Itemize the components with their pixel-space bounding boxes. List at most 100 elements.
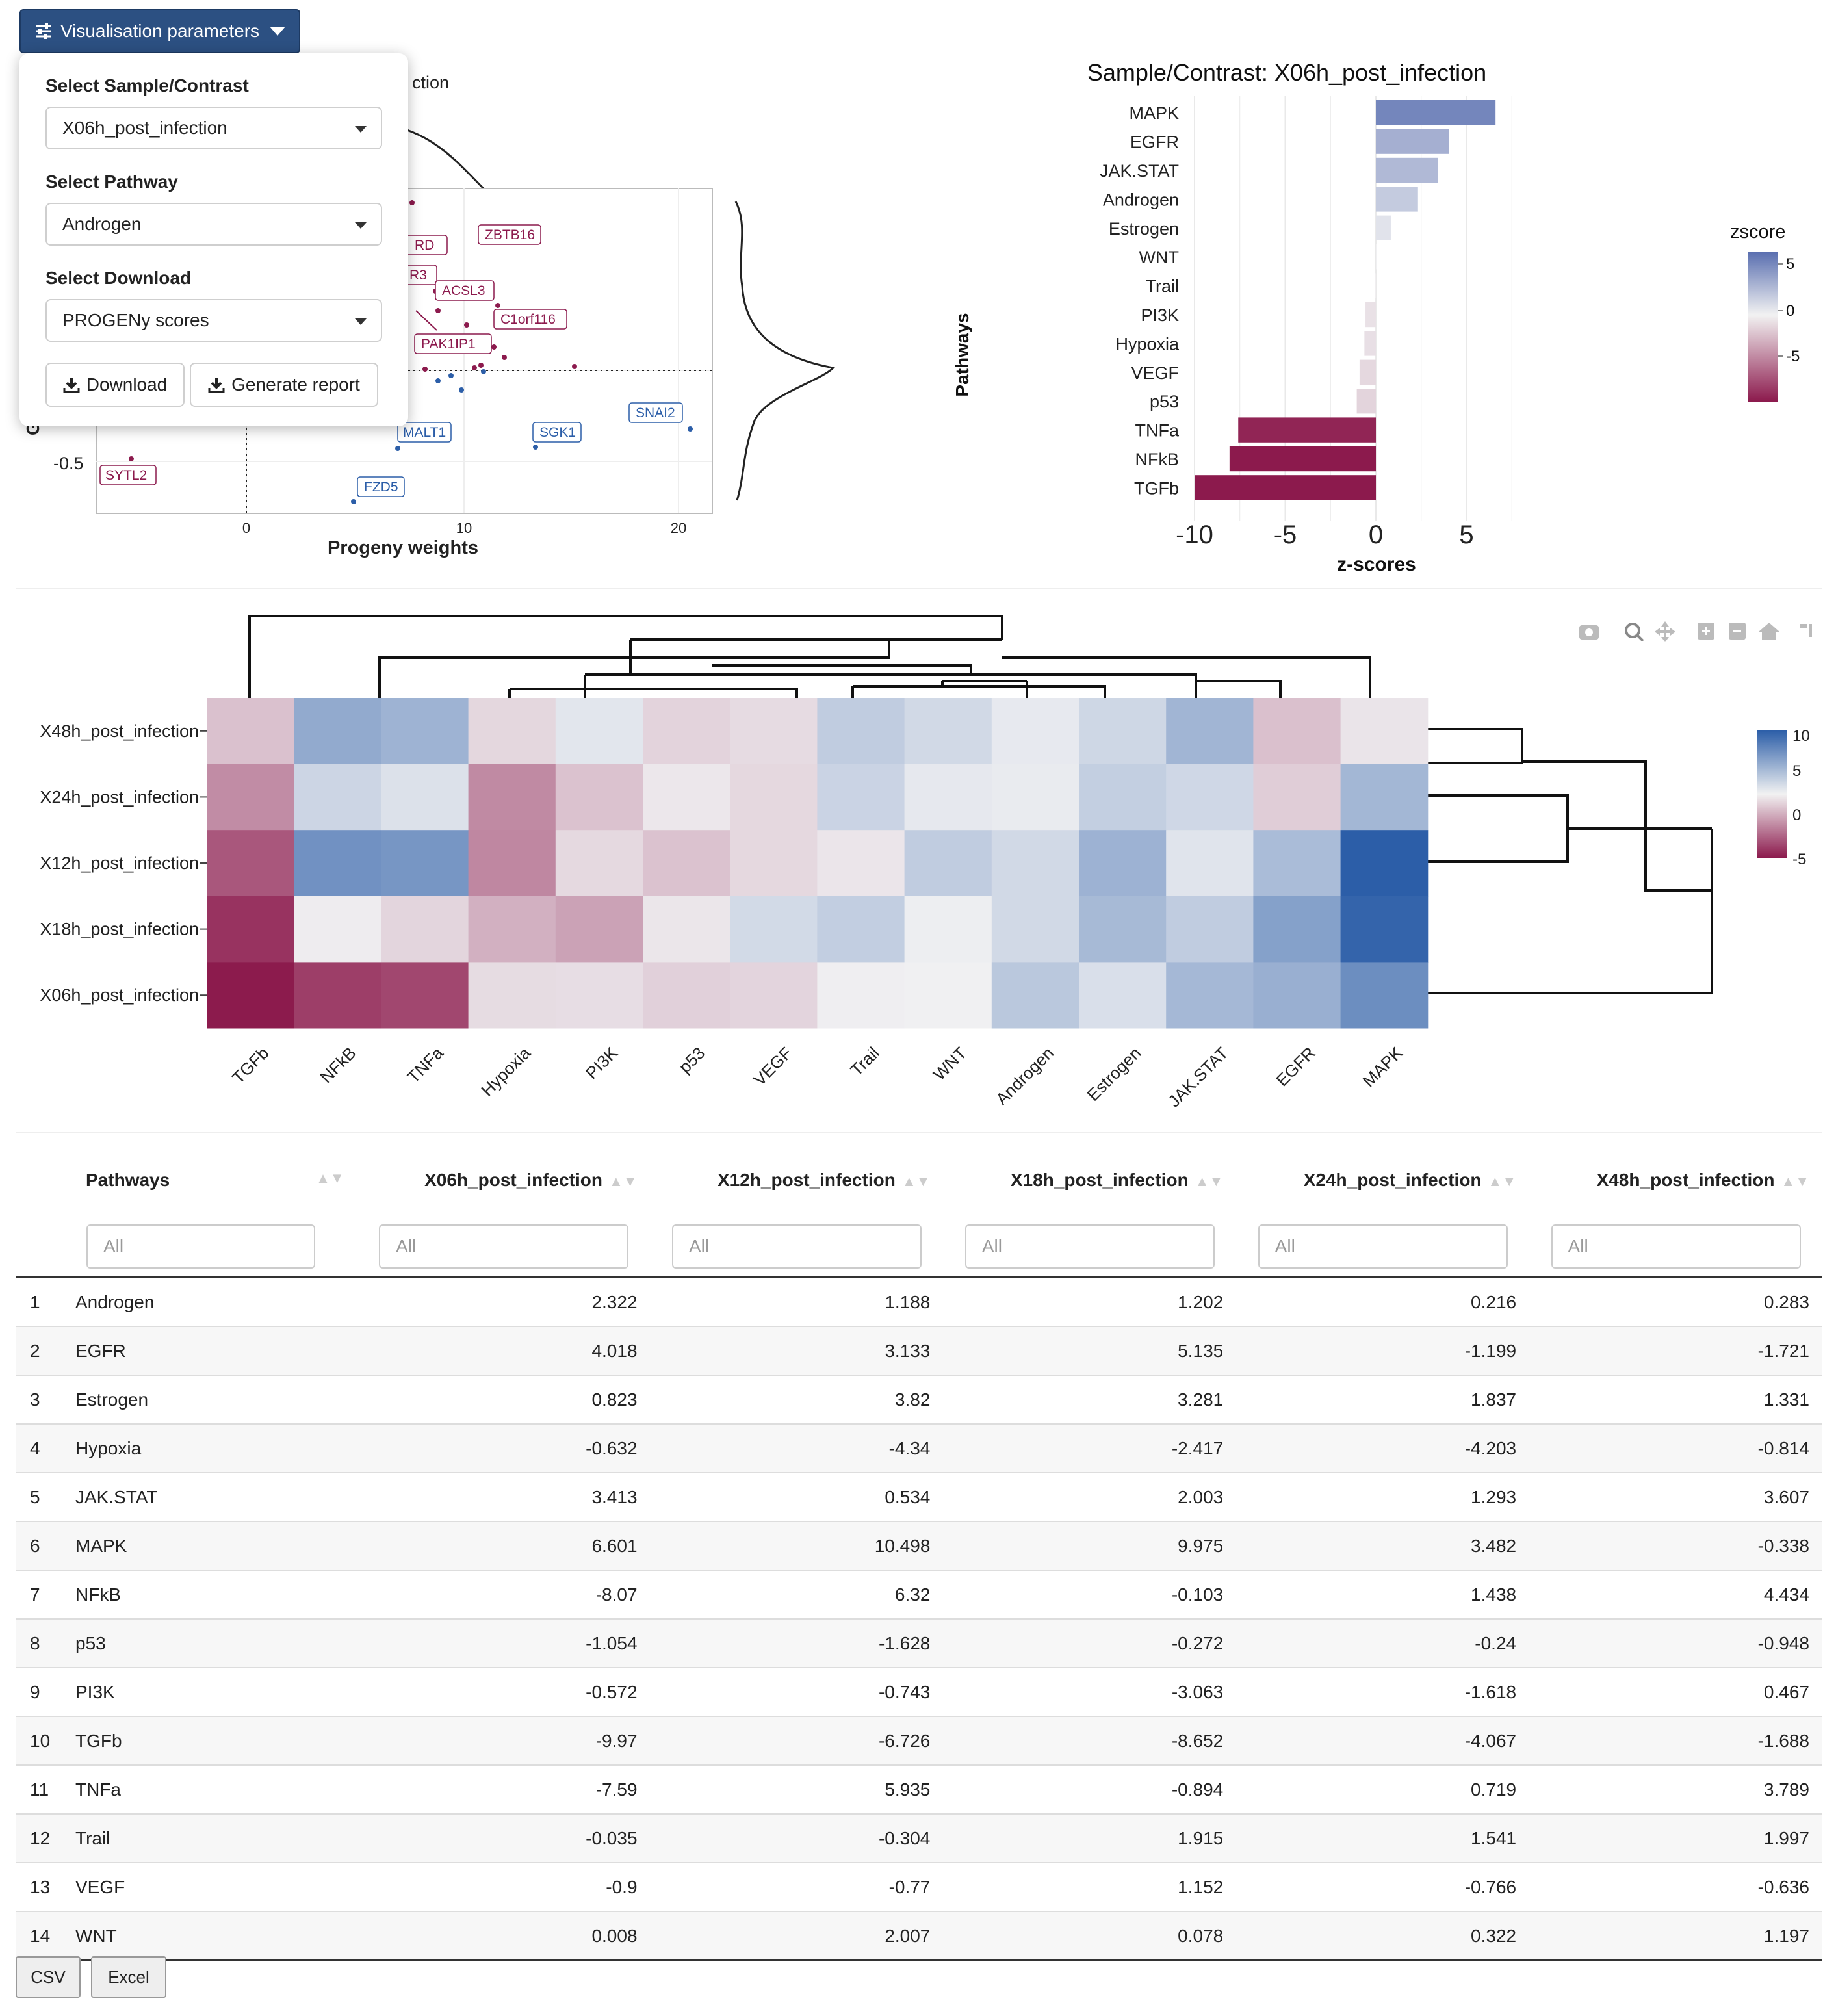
heatmap-cell[interactable] xyxy=(904,896,992,963)
heatmap-cell[interactable] xyxy=(1340,962,1429,1029)
table-row[interactable]: 11 TNFa -7.59 5.935 -0.894 0.719 3.789 xyxy=(16,1765,1822,1815)
filter-input-x12h[interactable]: All xyxy=(671,1224,922,1269)
table-row[interactable]: 2 EGFR 4.018 3.133 5.135 -1.199 -1.721 xyxy=(16,1326,1822,1376)
heatmap-cell[interactable] xyxy=(991,962,1080,1029)
table-row[interactable]: 4 Hypoxia -0.632 -4.34 -2.417 -4.203 -0.814 xyxy=(16,1424,1822,1473)
heatmap-cell[interactable] xyxy=(1253,962,1341,1029)
download-button[interactable]: Download xyxy=(45,363,185,407)
heatmap-cell[interactable] xyxy=(1079,830,1167,897)
sort-icon[interactable]: ▲▼ xyxy=(1488,1173,1517,1189)
filter-input-x18h[interactable]: All xyxy=(964,1224,1215,1269)
heatmap-cell[interactable] xyxy=(643,830,730,897)
heatmap-cell[interactable] xyxy=(817,698,905,765)
visualisation-parameters-button[interactable]: Visualisation parameters xyxy=(19,9,300,53)
heatmap-cell[interactable] xyxy=(991,764,1080,831)
hover-compare-icon[interactable] xyxy=(1800,624,1812,637)
heatmap-cell[interactable] xyxy=(1340,896,1429,963)
column-header-x12h[interactable]: X12h_post_infection ▲▼ xyxy=(651,1144,944,1217)
heatmap-cell[interactable] xyxy=(1253,896,1341,963)
heatmap-cell[interactable] xyxy=(468,698,556,765)
heatmap-cell[interactable] xyxy=(468,764,556,831)
filter-input-x24h[interactable]: All xyxy=(1258,1224,1508,1269)
download-select[interactable]: PROGENy scores xyxy=(45,299,382,342)
heatmap-cell[interactable] xyxy=(1166,896,1254,963)
heatmap-cell[interactable] xyxy=(817,962,905,1029)
heatmap-cell[interactable] xyxy=(294,896,381,963)
heatmap-cell[interactable] xyxy=(1340,764,1429,831)
heatmap-cell[interactable] xyxy=(1166,830,1254,897)
heatmap-cell[interactable] xyxy=(904,830,992,897)
heatmap-cell[interactable] xyxy=(643,698,730,765)
heatmap-cell[interactable] xyxy=(207,764,294,831)
table-row[interactable]: 1 Androgen 2.322 1.188 1.202 0.216 0.283 xyxy=(16,1277,1822,1327)
heatmap-cell[interactable] xyxy=(730,764,818,831)
table-row[interactable]: 12 Trail -0.035 -0.304 1.915 1.541 1.997 xyxy=(16,1814,1822,1863)
heatmap-cell[interactable] xyxy=(1079,764,1167,831)
heatmap-cell[interactable] xyxy=(991,830,1080,897)
column-header-x24h[interactable]: X24h_post_infection ▲▼ xyxy=(1236,1144,1529,1217)
heatmap-cell[interactable] xyxy=(1166,962,1254,1029)
heatmap-cell[interactable] xyxy=(555,896,643,963)
csv-export-button[interactable]: CSV xyxy=(16,1956,81,1998)
heatmap-cell[interactable] xyxy=(643,962,730,1029)
heatmap-cell[interactable] xyxy=(381,698,469,765)
pathway-select[interactable]: Androgen xyxy=(45,203,382,246)
heatmap-cell[interactable] xyxy=(555,962,643,1029)
heatmap-cell[interactable] xyxy=(730,698,818,765)
table-row[interactable]: 13 VEGF -0.9 -0.77 1.152 -0.766 -0.636 xyxy=(16,1863,1822,1912)
heatmap-cell[interactable] xyxy=(1253,764,1341,831)
column-header-pathways[interactable]: Pathways ▲▼ xyxy=(16,1144,357,1217)
heatmap-cell[interactable] xyxy=(730,896,818,963)
camera-icon[interactable] xyxy=(1579,625,1599,640)
heatmap-cell[interactable] xyxy=(730,830,818,897)
heatmap-cell[interactable] xyxy=(294,962,381,1029)
heatmap-cell[interactable] xyxy=(643,896,730,963)
heatmap-cell[interactable] xyxy=(1340,830,1429,897)
sort-icon[interactable]: ▲▼ xyxy=(608,1173,638,1189)
table-row[interactable]: 9 PI3K -0.572 -0.743 -3.063 -1.618 0.467 xyxy=(16,1668,1822,1717)
column-header-x18h[interactable]: X18h_post_infection ▲▼ xyxy=(943,1144,1236,1217)
table-row[interactable]: 5 JAK.STAT 3.413 0.534 2.003 1.293 3.607 xyxy=(16,1473,1822,1522)
table-row[interactable]: 8 p53 -1.054 -1.628 -0.272 -0.24 -0.948 xyxy=(16,1619,1822,1668)
heatmap-cell[interactable] xyxy=(904,698,992,765)
column-header-x06h[interactable]: X06h_post_infection ▲▼ xyxy=(357,1144,651,1217)
heatmap-cell[interactable] xyxy=(555,764,643,831)
heatmap-cell[interactable] xyxy=(555,830,643,897)
table-row[interactable]: 14 WNT 0.008 2.007 0.078 0.322 1.197 xyxy=(16,1911,1822,1961)
heatmap-cell[interactable] xyxy=(1079,962,1167,1029)
excel-export-button[interactable]: Excel xyxy=(91,1956,166,1998)
heatmap-cell[interactable] xyxy=(1079,896,1167,963)
generate-report-button[interactable]: Generate report xyxy=(190,363,378,407)
heatmap-cell[interactable] xyxy=(207,962,294,1029)
heatmap-cell[interactable] xyxy=(904,962,992,1029)
zoom-out-icon[interactable] xyxy=(1729,623,1746,640)
sort-icon[interactable]: ▲▼ xyxy=(901,1173,931,1189)
sample-select[interactable]: X06h_post_infection xyxy=(45,107,382,149)
heatmap-cell[interactable] xyxy=(468,830,556,897)
heatmap-cell[interactable] xyxy=(294,764,381,831)
heatmap-cell[interactable] xyxy=(1166,764,1254,831)
home-icon[interactable] xyxy=(1759,623,1779,640)
table-row[interactable]: 10 TGFb -9.97 -6.726 -8.652 -4.067 -1.688 xyxy=(16,1716,1822,1766)
heatmap-cell[interactable] xyxy=(1166,698,1254,765)
heatmap-cell[interactable] xyxy=(555,698,643,765)
heatmap-cell[interactable] xyxy=(381,962,469,1029)
heatmap-cell[interactable] xyxy=(991,896,1080,963)
heatmap-cell[interactable] xyxy=(817,764,905,831)
zoom-in-icon[interactable] xyxy=(1698,623,1714,640)
sort-icon[interactable]: ▲▼ xyxy=(1781,1173,1809,1189)
heatmap-cell[interactable] xyxy=(991,698,1080,765)
heatmap-cell[interactable] xyxy=(1253,830,1341,897)
filter-input-x48h[interactable]: All xyxy=(1551,1224,1801,1269)
heatmap-cell[interactable] xyxy=(468,896,556,963)
heatmap-cell[interactable] xyxy=(1253,698,1341,765)
heatmap-cell[interactable] xyxy=(294,830,381,897)
heatmap-cell[interactable] xyxy=(207,896,294,963)
heatmap-cell[interactable] xyxy=(817,896,905,963)
column-header-x48h[interactable]: X48h_post_infection ▲▼ xyxy=(1529,1144,1822,1217)
sort-icon[interactable]: ▲▼ xyxy=(316,1170,344,1186)
heatmap-cell[interactable] xyxy=(381,830,469,897)
heatmap-cell[interactable] xyxy=(730,962,818,1029)
heatmap-cell[interactable] xyxy=(381,764,469,831)
table-row[interactable]: 3 Estrogen 0.823 3.82 3.281 1.837 1.331 xyxy=(16,1375,1822,1425)
